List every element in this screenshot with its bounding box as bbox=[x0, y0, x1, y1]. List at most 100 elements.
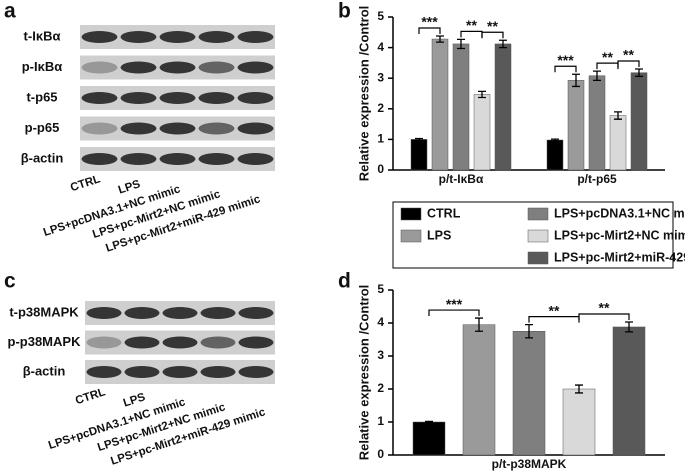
error-bar bbox=[436, 35, 444, 43]
error-bar bbox=[625, 321, 633, 333]
error-bar bbox=[415, 137, 423, 141]
blot-row-label: p-IκBα bbox=[22, 59, 63, 74]
significance-bracket bbox=[481, 31, 504, 39]
blot-band bbox=[124, 307, 160, 319]
error-bar bbox=[551, 138, 559, 142]
significance-bracket bbox=[617, 60, 640, 68]
blot-row-label: t-IκBα bbox=[24, 28, 61, 43]
bar bbox=[473, 94, 491, 171]
significance-label: ** bbox=[549, 302, 560, 318]
legend-label: LPS bbox=[427, 228, 451, 242]
blot-band bbox=[200, 366, 236, 378]
legend-swatch bbox=[400, 207, 422, 221]
error-bar bbox=[635, 68, 643, 78]
blot-band bbox=[81, 92, 118, 104]
legend-swatch bbox=[400, 229, 422, 243]
error-bar bbox=[425, 420, 433, 424]
legend-label: LPS+pcDNA3.1+NC mimic bbox=[554, 206, 685, 220]
y-tick-label: 4 bbox=[377, 40, 384, 54]
y-tick-label: 2 bbox=[377, 381, 384, 395]
blot-band bbox=[159, 122, 196, 135]
blot-row-label: p-p38MAPK bbox=[8, 334, 82, 349]
significance-label: *** bbox=[446, 296, 463, 312]
blot-band bbox=[200, 336, 236, 349]
y-tick-label: 4 bbox=[377, 315, 384, 329]
blot-row-label: p-p65 bbox=[25, 120, 60, 135]
blot-band bbox=[162, 307, 198, 319]
legend-label: LPS+pc-Mirt2+miR-429 mimic bbox=[554, 250, 685, 264]
blot-band bbox=[81, 31, 118, 43]
panel-label: c bbox=[4, 270, 16, 293]
blot-band bbox=[198, 122, 235, 135]
blot-band bbox=[124, 366, 160, 378]
lane-label: LPS bbox=[122, 391, 147, 409]
significance-bracket bbox=[428, 309, 480, 317]
bar bbox=[452, 43, 470, 171]
bar bbox=[494, 43, 512, 171]
y-axis-label: Relative expression /Control bbox=[356, 285, 371, 461]
panel-label: b bbox=[338, 0, 351, 23]
lane-label: CTRL bbox=[74, 386, 107, 407]
blot-row-label: t-p65 bbox=[26, 89, 57, 104]
y-axis-label: Relative expression /Control bbox=[356, 6, 371, 182]
blot-band bbox=[237, 153, 274, 165]
blot-band bbox=[120, 92, 157, 104]
legend-swatch bbox=[527, 207, 549, 221]
bar bbox=[609, 115, 627, 171]
blot-band bbox=[159, 31, 196, 43]
x-tick-label: p/t-p38MAPK bbox=[492, 457, 567, 471]
significance-label: ** bbox=[602, 49, 613, 65]
error-bar bbox=[475, 317, 483, 332]
bar bbox=[412, 421, 446, 456]
significance-label: *** bbox=[557, 52, 574, 68]
significance-bracket bbox=[418, 27, 441, 34]
blot-band bbox=[237, 61, 274, 74]
blot-row-label: t-p38MAPK bbox=[9, 304, 79, 319]
blot-band bbox=[198, 153, 235, 165]
significance-label: ** bbox=[466, 17, 477, 33]
error-bar bbox=[525, 324, 533, 339]
panel-label: a bbox=[4, 0, 16, 23]
blot-band bbox=[162, 366, 198, 378]
blot-band bbox=[198, 92, 235, 104]
legend-swatch bbox=[527, 251, 549, 265]
blot-band bbox=[237, 122, 274, 135]
significance-bracket bbox=[578, 313, 630, 321]
error-bar bbox=[478, 90, 486, 99]
y-tick-label: 2 bbox=[377, 101, 384, 115]
y-tick-label: 5 bbox=[377, 282, 384, 296]
blot-band bbox=[86, 366, 122, 378]
blot-band bbox=[120, 122, 157, 135]
blot-band bbox=[159, 92, 196, 104]
blot-band bbox=[237, 92, 274, 104]
blot-band bbox=[159, 61, 196, 74]
blot-band bbox=[198, 31, 235, 43]
bar bbox=[562, 388, 596, 456]
bar bbox=[630, 72, 648, 171]
significance-bracket bbox=[554, 65, 577, 73]
lane-label: CTRL bbox=[69, 173, 102, 194]
legend-swatch bbox=[527, 229, 549, 243]
x-tick-label: p/t-p65 bbox=[577, 172, 617, 186]
blot-band bbox=[162, 336, 198, 349]
error-bar bbox=[614, 111, 622, 120]
x-tick-label: p/t-IκBα bbox=[439, 172, 484, 186]
blot-band bbox=[120, 31, 157, 43]
blot-band bbox=[120, 61, 157, 74]
y-tick-label: 3 bbox=[377, 348, 384, 362]
error-bar bbox=[457, 38, 465, 50]
blot-band bbox=[86, 307, 122, 319]
y-tick-label: 0 bbox=[377, 447, 384, 461]
blot-row-label: β-actin bbox=[21, 150, 64, 165]
blot-band bbox=[120, 153, 157, 165]
blot-band bbox=[159, 153, 196, 165]
bar bbox=[546, 139, 564, 171]
significance-label: ** bbox=[599, 300, 610, 316]
y-tick-label: 5 bbox=[377, 9, 384, 23]
lane-label: LPS bbox=[117, 178, 142, 196]
error-bar bbox=[575, 384, 583, 394]
blot-band bbox=[81, 153, 118, 165]
bar bbox=[462, 324, 496, 456]
significance-label: *** bbox=[421, 14, 438, 30]
